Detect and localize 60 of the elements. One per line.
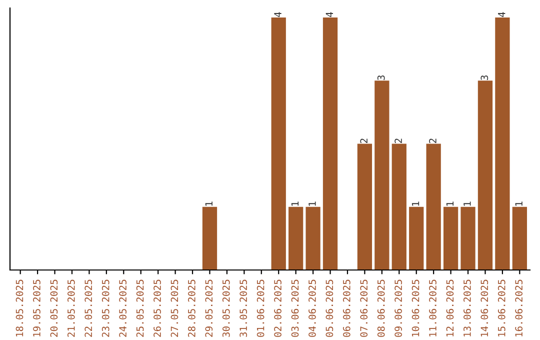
x-tick-label: 09.06.2025 bbox=[394, 280, 402, 337]
x-tick-label: 21.05.2025 bbox=[67, 280, 75, 337]
data-label: 3 bbox=[480, 75, 488, 80]
data-label: 4 bbox=[274, 12, 282, 17]
bar bbox=[374, 80, 390, 270]
x-tick-label: 19.05.2025 bbox=[33, 280, 40, 336]
bar bbox=[512, 206, 527, 270]
x-tick-label: 25.05.2025 bbox=[136, 280, 144, 337]
x-tick-label: 04.06.2025 bbox=[308, 280, 316, 337]
data-label: 1 bbox=[412, 202, 420, 206]
x-tick-label: 01.06.2025 bbox=[256, 280, 264, 337]
data-label: 1 bbox=[308, 202, 316, 206]
x-tick-label: 23.05.2025 bbox=[102, 280, 110, 337]
bar bbox=[460, 206, 476, 270]
data-label: 2 bbox=[429, 138, 436, 144]
data-label: 1 bbox=[515, 202, 522, 206]
bar bbox=[426, 144, 441, 270]
data-label: 4 bbox=[498, 12, 506, 17]
x-tick-label: 27.05.2025 bbox=[170, 280, 178, 337]
x-tick-label: 31.05.2025 bbox=[240, 280, 248, 337]
x-tick-label: 08.06.2025 bbox=[377, 280, 385, 337]
x-tick-label: 13.06.2025 bbox=[464, 280, 471, 336]
data-label: 1 bbox=[291, 202, 299, 206]
x-tick-label: 29.05.2025 bbox=[205, 280, 213, 337]
x-tick-label: 15.06.2025 bbox=[498, 280, 506, 336]
x-tick-label: 26.05.2025 bbox=[154, 280, 161, 337]
bar bbox=[392, 144, 406, 270]
bar bbox=[271, 17, 286, 270]
x-tick-label: 28.05.2025 bbox=[188, 280, 196, 337]
data-label: 2 bbox=[360, 138, 368, 144]
bar bbox=[306, 206, 320, 270]
x-tick-label: 30.05.2025 bbox=[222, 280, 230, 337]
data-label: 1 bbox=[464, 202, 471, 206]
x-tick-label: 24.05.2025 bbox=[119, 280, 126, 337]
bar bbox=[202, 206, 218, 270]
x-tick-label: 02.06.2025 bbox=[274, 280, 282, 337]
data-label: 3 bbox=[377, 75, 385, 80]
x-tick-label: 16.06.2025 bbox=[515, 280, 523, 336]
x-tick-label: 20.05.2025 bbox=[50, 280, 58, 337]
x-tick-label: 12.06.2025 bbox=[446, 280, 454, 336]
data-label: 1 bbox=[205, 202, 212, 206]
x-tick-label: 07.06.2025 bbox=[360, 280, 368, 337]
x-tick-label: 05.06.2025 bbox=[326, 280, 334, 337]
bar bbox=[443, 206, 458, 270]
bar bbox=[495, 17, 510, 270]
x-tick-label: 03.06.2025 bbox=[291, 280, 299, 337]
x-tick-label: 14.06.2025 bbox=[480, 280, 488, 336]
x-tick-label: 06.06.2025 bbox=[342, 280, 350, 337]
x-tick-label: 22.05.2025 bbox=[84, 280, 92, 337]
bar bbox=[322, 17, 338, 270]
bar bbox=[409, 206, 424, 270]
bar bbox=[288, 206, 304, 270]
data-label: 1 bbox=[446, 202, 454, 206]
bar bbox=[478, 80, 493, 270]
data-label: 2 bbox=[394, 138, 402, 144]
bar bbox=[357, 144, 372, 270]
x-tick-label: 10.06.2025 bbox=[412, 280, 420, 336]
x-tick-label: 11.06.2025 bbox=[429, 280, 436, 336]
data-label: 4 bbox=[326, 12, 333, 17]
x-tick-label: 18.05.2025 bbox=[16, 280, 24, 336]
